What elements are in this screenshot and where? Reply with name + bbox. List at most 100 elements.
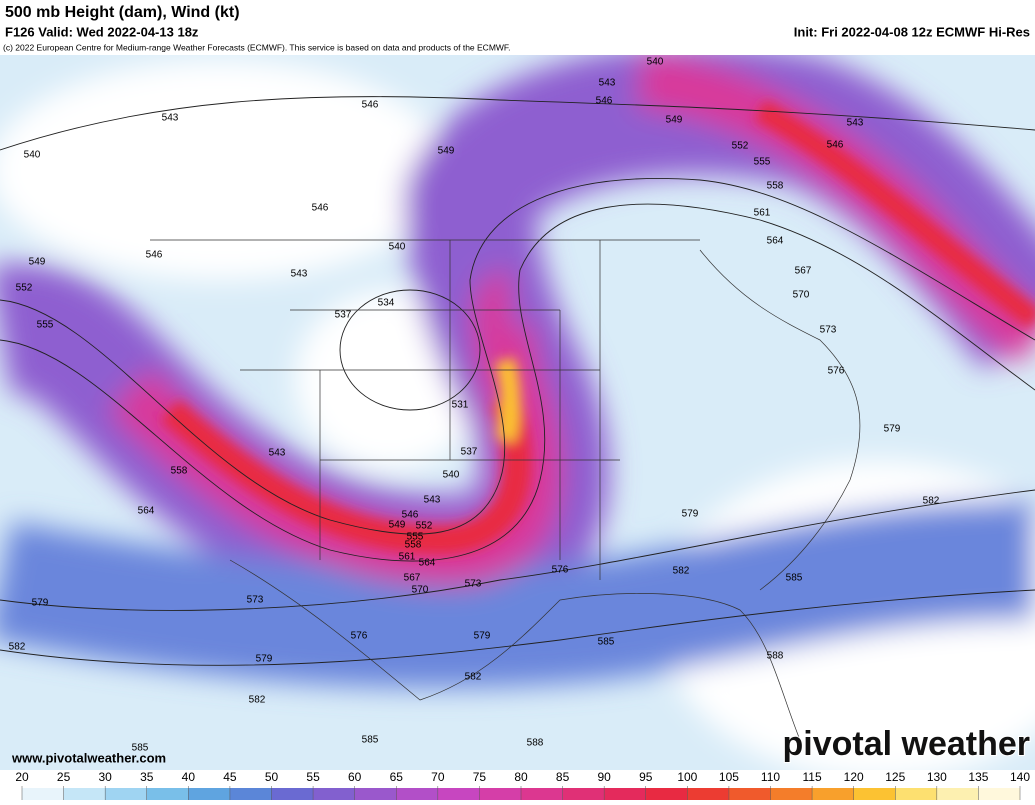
contour-label: 567 (404, 573, 421, 584)
colorbar-segment (812, 788, 854, 800)
colorbar-tick-label: 70 (431, 770, 445, 784)
colorbar-segment (604, 788, 646, 800)
colorbar-tick-label: 130 (927, 770, 947, 784)
colorbar-segment (645, 788, 688, 800)
contour-label: 555 (37, 320, 54, 331)
colorbar-segment (853, 788, 896, 800)
contour-label: 549 (666, 115, 683, 126)
colorbar-segment (978, 788, 1020, 800)
contour-label: 564 (767, 236, 784, 247)
colorbar-tick-label: 75 (473, 770, 487, 784)
contour-label: 558 (171, 466, 188, 477)
contour-label: 585 (598, 637, 615, 648)
contour-label: 543 (847, 118, 864, 129)
contour-label: 549 (389, 520, 406, 531)
contour-label: 534 (378, 298, 395, 309)
colorbar-segment (313, 788, 355, 800)
contour-label: 546 (146, 250, 163, 261)
contour-label: 588 (767, 651, 784, 662)
contour-label: 558 (767, 181, 784, 192)
contour-label: 576 (552, 565, 569, 576)
contour-label: 573 (820, 325, 837, 336)
colorbar-tick-label: 95 (639, 770, 653, 784)
colorbar-segment (354, 788, 397, 800)
contour-label: 552 (416, 521, 433, 532)
height-contours (0, 96, 1035, 666)
contour-label: 582 (249, 695, 266, 706)
contour-label: 546 (362, 100, 379, 111)
contour-label: 567 (795, 266, 812, 277)
contour-label: 576 (828, 366, 845, 377)
colorbar-tick-label: 105 (719, 770, 739, 784)
contour-label: 579 (682, 509, 699, 520)
valid-time: F126 Valid: Wed 2022-04-13 18z (5, 24, 199, 39)
contour-label: 561 (754, 208, 771, 219)
contour-label: 552 (16, 283, 33, 294)
colorbar-segment (146, 788, 189, 800)
contour-label: 543 (599, 78, 616, 89)
colorbar-segment (687, 788, 729, 800)
colorbar: 20 25 30 35 40 45 50 55 60 65 70 75 80 85 90 95 100 105 11… (0, 770, 1035, 800)
title: 500 mb Height (dam), Wind (kt) (5, 4, 240, 21)
colorbar-tick-label: 125 (885, 770, 905, 784)
contour-label: 582 (465, 672, 482, 683)
colorbar-segment (188, 788, 230, 800)
contour-label: 552 (732, 141, 749, 152)
contour-label: 564 (138, 506, 155, 517)
contour-label: 531 (452, 400, 469, 411)
contour-label: 582 (9, 642, 26, 653)
contour-label: 555 (754, 157, 771, 168)
colorbar-segment (895, 788, 937, 800)
contour-label: 588 (527, 738, 544, 749)
contour-label: 585 (786, 573, 803, 584)
jet-core (160, 100, 1035, 555)
colorbar-segment (63, 788, 106, 800)
colorbar-tick-label: 50 (265, 770, 279, 784)
colorbar-segment (562, 788, 605, 800)
contour-label: 579 (474, 631, 491, 642)
colorbar-tick-label: 20 (15, 770, 29, 784)
colorbar-segment (105, 788, 147, 800)
contour-label: 579 (256, 654, 273, 665)
colorbar-tick-label: 35 (140, 770, 154, 784)
colorbar-tick-label: 65 (390, 770, 404, 784)
colorbar-tick-label: 110 (761, 770, 780, 784)
contour-label: 555 (407, 532, 424, 543)
colorbar-tick-label: 25 (57, 770, 71, 784)
brand-watermark: pivotal weather (782, 725, 1030, 763)
colorbar-segment (271, 788, 314, 800)
contour-label: 543 (291, 269, 308, 280)
colorbar-segment (936, 788, 979, 800)
contour-label: 558 (405, 540, 422, 551)
colorbar-tick-label: 55 (306, 770, 320, 784)
site-url: www.pivotalweather.com (11, 750, 166, 765)
colorbar-segment (521, 788, 563, 800)
contour-label: 585 (132, 743, 149, 754)
contour-label: 582 (923, 496, 940, 507)
contour-label: 585 (362, 735, 379, 746)
colorbar-tick-label: 140 (1010, 770, 1030, 784)
contour-label: 537 (461, 447, 478, 458)
colorbar-tick-label: 135 (968, 770, 988, 784)
contour-label: 543 (162, 113, 179, 124)
colorbar-segment (728, 788, 771, 800)
contour-label: 579 (32, 598, 49, 609)
colorbar-segment (396, 788, 438, 800)
contour-label: 579 (884, 424, 901, 435)
colorbar-tick-label: 100 (677, 770, 697, 784)
contour-label: 549 (29, 257, 46, 268)
contour-label: 540 (389, 242, 406, 253)
colorbar-segment (22, 788, 64, 800)
contour-label: 546 (596, 96, 613, 107)
colorbar-segment (437, 788, 480, 800)
colorbar-tick-label: 90 (597, 770, 611, 784)
init-time: Init: Fri 2022-04-08 12z ECMWF Hi-Res (794, 24, 1030, 39)
contour-label: 549 (438, 146, 455, 157)
colorbar-tick-label: 85 (556, 770, 570, 784)
copyright: (c) 2022 European Centre for Medium-rang… (3, 42, 511, 52)
map-borders (150, 239, 861, 741)
colorbar-tick-label: 115 (803, 770, 822, 784)
contour-label: 540 (647, 57, 664, 68)
contour-label: 561 (399, 552, 416, 563)
